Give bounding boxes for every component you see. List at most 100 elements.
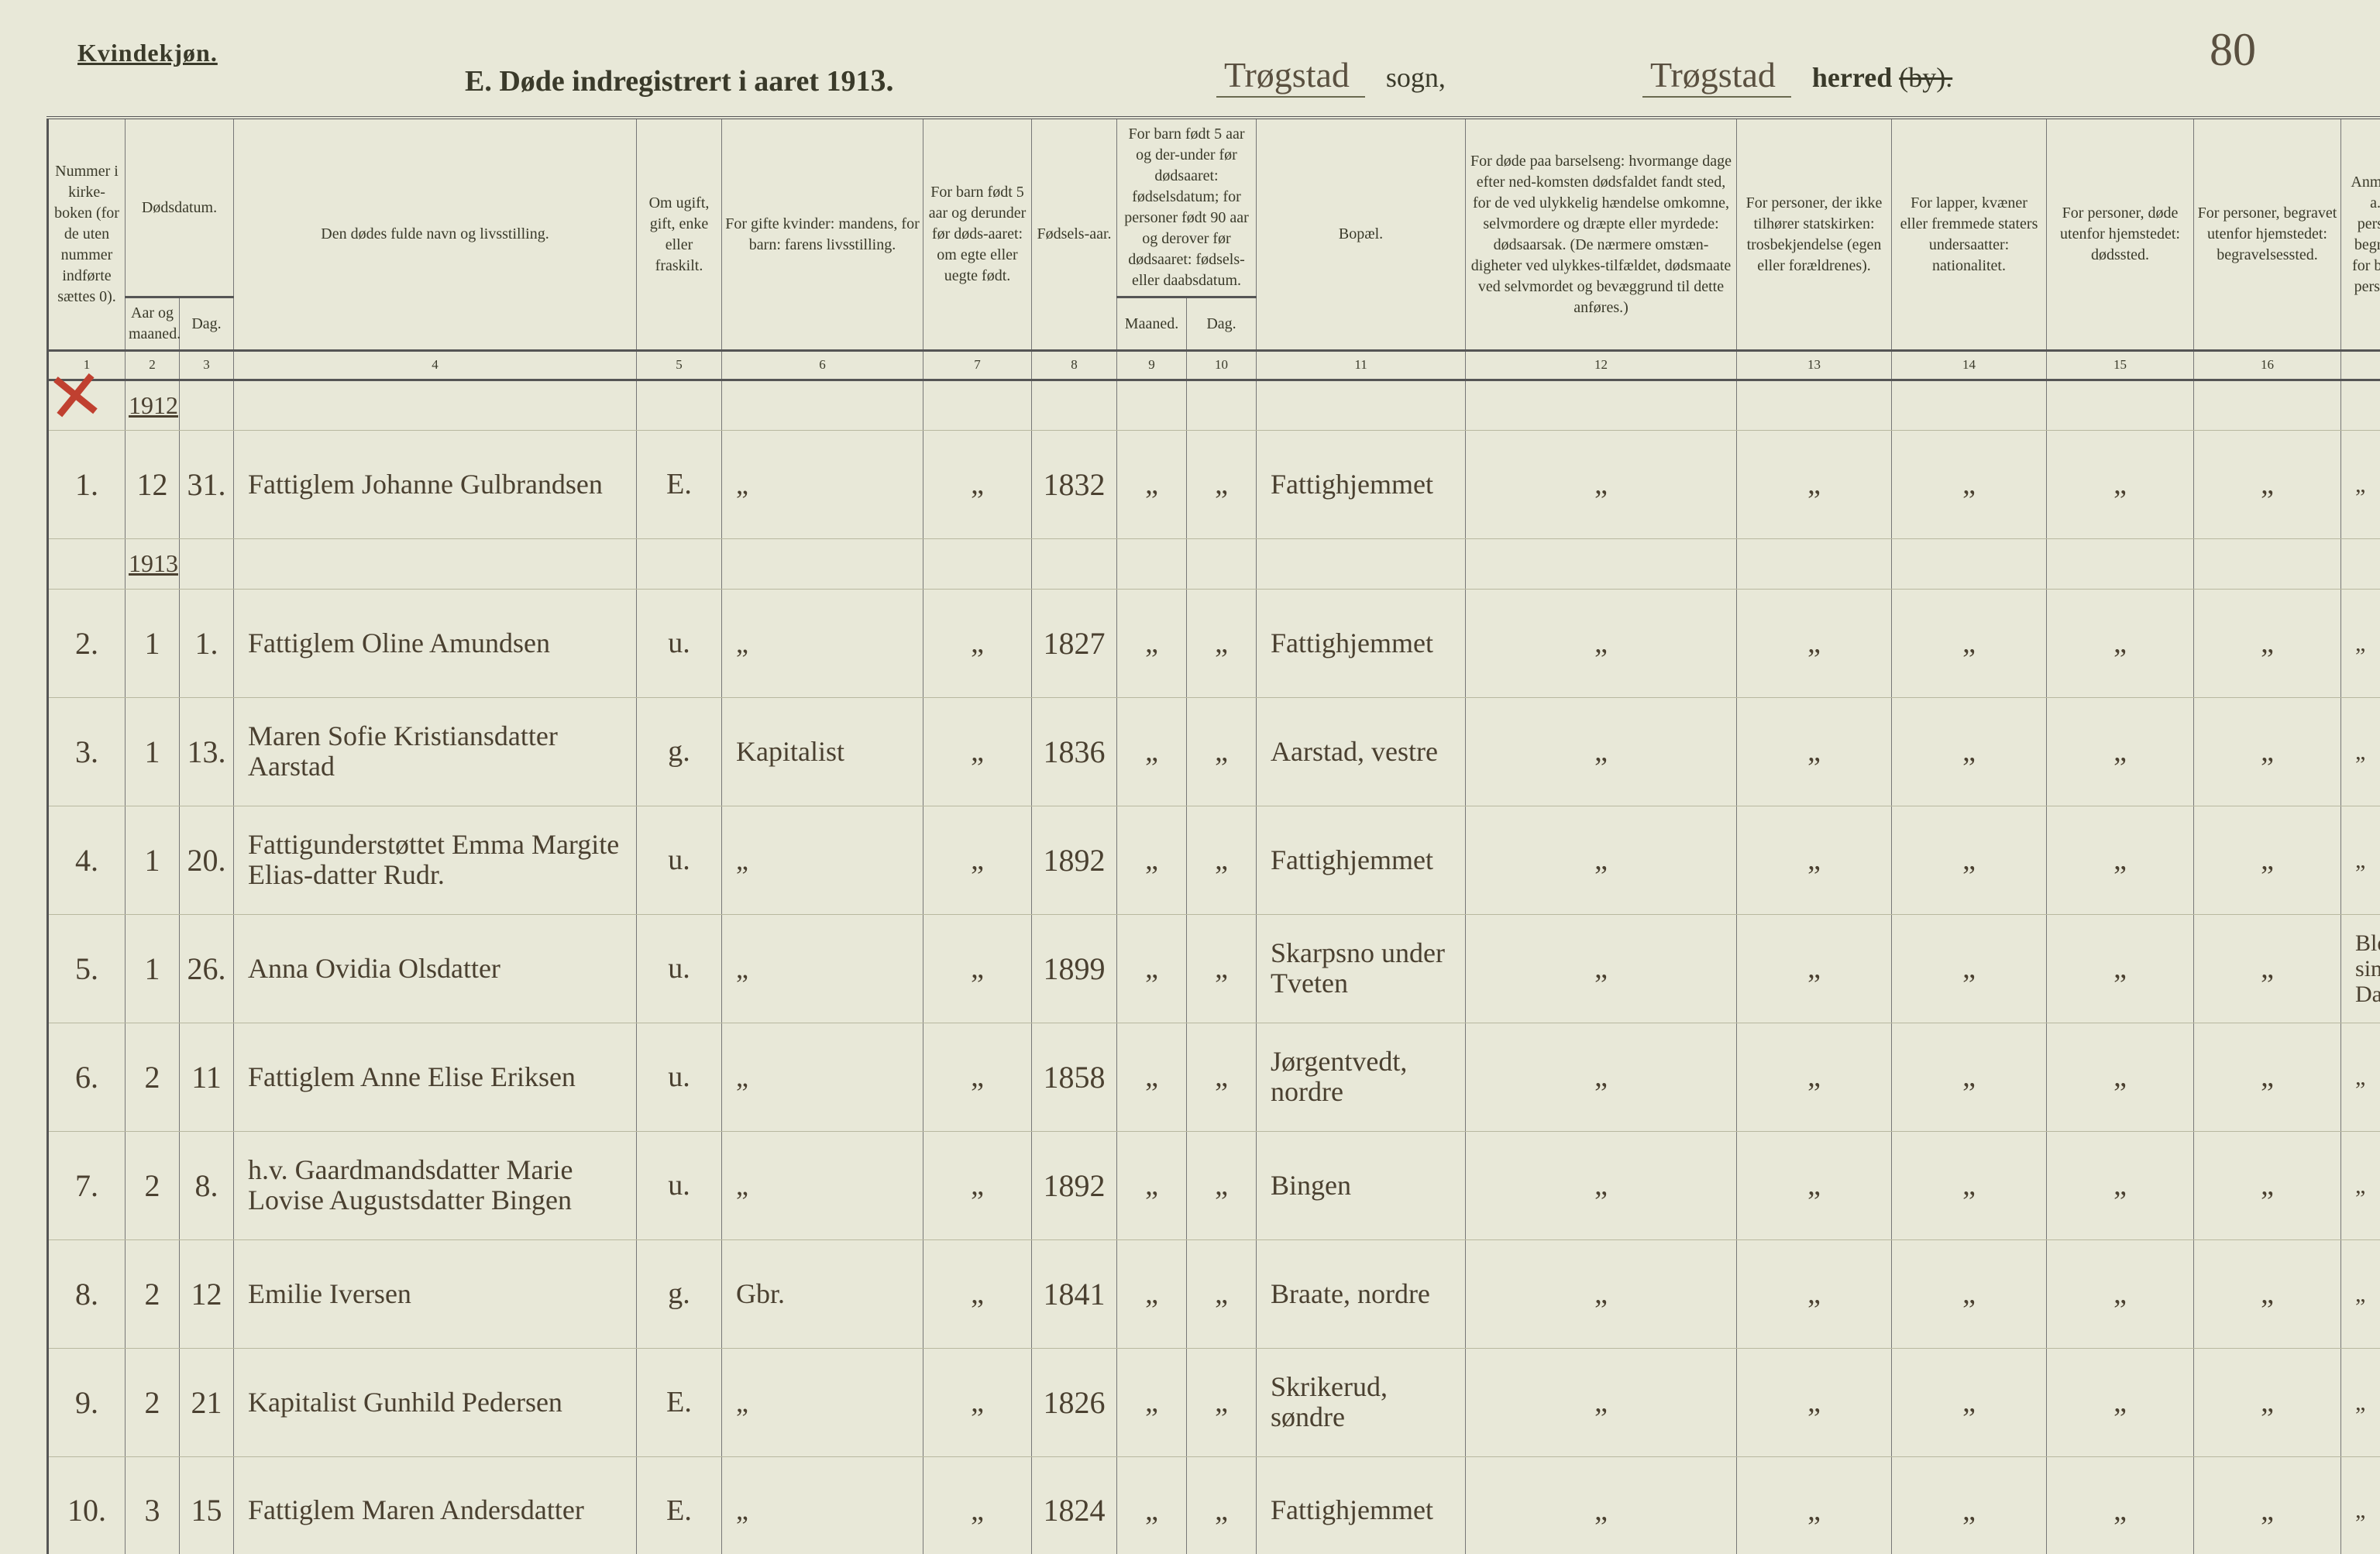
col-header-3b: Dag. [180,297,234,351]
death-month: 1 [126,697,180,806]
year-marker-cell [923,380,1032,430]
birth-day: „ [1187,806,1257,914]
year-marker-cell [923,538,1032,589]
child-legitimacy: „ [923,914,1032,1023]
spouse-occupation: „ [722,1023,923,1131]
by-strikethrough: (by). [1899,62,1952,93]
marital-status: u. [637,589,722,697]
ledger-table: Nummer i kirke-boken (for de uten nummer… [46,116,2380,1554]
child-legitimacy: „ [923,1456,1032,1554]
birth-month: „ [1117,1131,1187,1239]
col-header-16: For personer, begravet utenfor hjemstede… [2194,118,2341,351]
death-place: „ [2047,1239,2194,1348]
table-row: 9.221Kapitalist Gunhild PedersenE.„„1826… [48,1348,2380,1456]
sogn-block: Trøgstad sogn, [1216,54,1446,95]
row-number: 6. [48,1023,126,1131]
death-place: „ [2047,697,2194,806]
table-row: 7.28.h.v. Gaardmandsdatter Marie Lovise … [48,1131,2380,1239]
table-row: 2.11.Fattiglem Oline Amundsenu.„„1827„„F… [48,589,2380,697]
confession: „ [1737,1348,1892,1456]
birth-day: „ [1187,1131,1257,1239]
col-number-11: 11 [1257,351,1466,380]
year-marker-row: 1913 [48,538,2380,589]
residence: Fattighjemmet [1257,1456,1466,1554]
col-header-12: For døde paa barselseng: hvormange dage … [1466,118,1737,351]
burial-place: „ [2194,806,2341,914]
col-number-4: 4 [234,351,637,380]
spouse-occupation: „ [722,589,923,697]
year-marker-cell [1032,380,1117,430]
burial-place: „ [2194,1023,2341,1131]
remarks: „ [2341,430,2380,538]
col-header-14: For lapper, kvæner eller fremmede stater… [1892,118,2047,351]
col-number-1: 1 [48,351,126,380]
death-month: 1 [126,806,180,914]
birth-day: „ [1187,1456,1257,1554]
page-header: Kvindekjøn. E. Døde indregistrert i aare… [46,31,2334,101]
column-number-row: 1234567891011121314151617 [48,351,2380,380]
col-number-13: 13 [1737,351,1892,380]
nationality: „ [1892,1456,2047,1554]
name-and-occupation: Maren Sofie Kristiansdatter Aarstad [234,697,637,806]
name-and-occupation: Kapitalist Gunhild Pedersen [234,1348,637,1456]
cause: „ [1466,589,1737,697]
name-and-occupation: h.v. Gaardmandsdatter Marie Lovise Augus… [234,1131,637,1239]
year-marker-cell [2194,538,2341,589]
death-place: „ [2047,806,2194,914]
child-legitimacy: „ [923,1348,1032,1456]
marital-status: u. [637,1023,722,1131]
herred-label: herred [1812,62,1892,93]
year-marker-cell [1032,538,1117,589]
page-number: 80 [2210,23,2256,77]
year-marker-cell [234,380,637,430]
residence: Aarstad, vestre [1257,697,1466,806]
birth-month: „ [1117,1456,1187,1554]
burial-place: „ [2194,1348,2341,1456]
year-marker-cell [1257,538,1466,589]
cause: „ [1466,914,1737,1023]
death-month: 2 [126,1348,180,1456]
remarks: „ [2341,1456,2380,1554]
year-marker-cell: 1913 [126,538,180,589]
death-month: 1 [126,589,180,697]
col-header-10b: Dag. [1187,297,1257,351]
col-number-16: 16 [2194,351,2341,380]
name-and-occupation: Anna Ovidia Olsdatter [234,914,637,1023]
table-row: 8.212Emilie Iverseng.Gbr.„1841„„Braate, … [48,1239,2380,1348]
spouse-occupation: „ [722,914,923,1023]
birth-day: „ [1187,697,1257,806]
remarks: „ [2341,697,2380,806]
confession: „ [1737,430,1892,538]
year-marker-cell [234,538,637,589]
birth-year: 1836 [1032,697,1117,806]
nationality: „ [1892,1239,2047,1348]
death-place: „ [2047,589,2194,697]
death-place: „ [2047,1456,2194,1554]
child-legitimacy: „ [923,697,1032,806]
cause: „ [1466,1348,1737,1456]
remarks: „ [2341,806,2380,914]
birth-month: „ [1117,589,1187,697]
death-month: 2 [126,1239,180,1348]
marital-status: u. [637,1131,722,1239]
cause: „ [1466,1456,1737,1554]
marital-status: g. [637,697,722,806]
birth-month: „ [1117,806,1187,914]
spouse-occupation: „ [722,1348,923,1456]
row-number: 2. [48,589,126,697]
gender-label: Kvindekjøn. [77,39,218,67]
remarks: „ [2341,1023,2380,1131]
year-marker-cell [1892,380,2047,430]
col-number-8: 8 [1032,351,1117,380]
year-marker-cell [1187,538,1257,589]
year-marker-cell [1466,380,1737,430]
year-marker-cell [2194,380,2341,430]
remarks: „ [2341,589,2380,697]
year-marker-cell [722,380,923,430]
year-marker-row: 1912 [48,380,2380,430]
col-header-1: Nummer i kirke-boken (for de uten nummer… [48,118,126,351]
birth-year: 1899 [1032,914,1117,1023]
spouse-occupation: „ [722,1131,923,1239]
death-place: „ [2047,1348,2194,1456]
birth-month: „ [1117,914,1187,1023]
